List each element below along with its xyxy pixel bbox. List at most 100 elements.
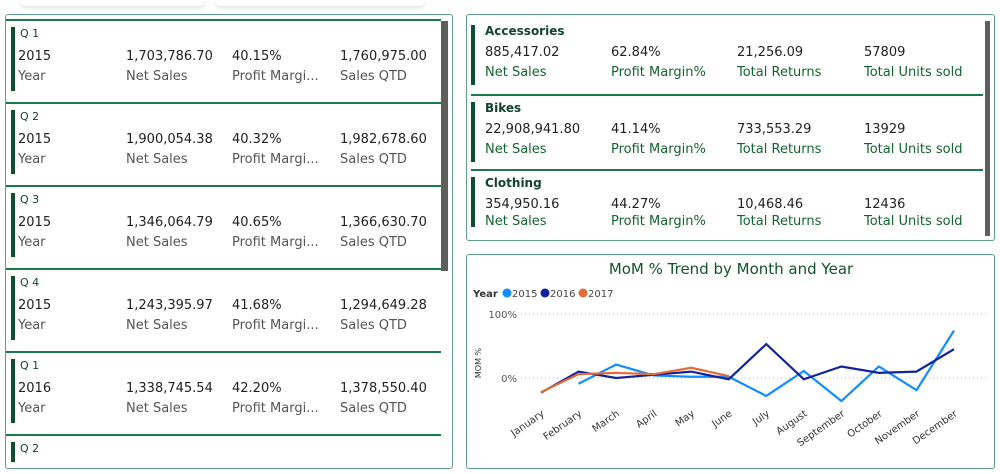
- year-value: 2015: [18, 132, 52, 147]
- quarter-title: Q 1: [20, 27, 40, 40]
- year-label: Year: [18, 152, 46, 167]
- sales-qtd-label: Sales QTD: [340, 401, 407, 416]
- accent-bar: [11, 27, 15, 91]
- year-value: 2015: [18, 298, 52, 313]
- total-returns-label: Total Returns: [737, 65, 822, 80]
- profit-margin-label: Profit Margi...: [232, 152, 319, 167]
- quarter-title: Q 2: [20, 110, 40, 123]
- year-value: 2015: [18, 49, 52, 64]
- accent-bar: [11, 276, 15, 340]
- sales-qtd-value: 1,366,630.70: [340, 215, 427, 230]
- mom-trend-chart: MoM % Trend by Month and Year Year 2015 201…: [466, 254, 995, 469]
- category-cards-panel: Accessories 885,417.02 Net Sales 62.84% Pr…: [466, 14, 995, 241]
- x-tick-label: July: [750, 408, 772, 428]
- net-sales-value: 1,900,054.38: [126, 132, 213, 147]
- accent-bar: [11, 442, 15, 462]
- sales-qtd-value: 1,378,550.40: [340, 381, 427, 396]
- units-value: 13929: [864, 122, 906, 137]
- profit-margin-label: Profit Margin%: [611, 142, 706, 157]
- category-card[interactable]: Clothing 354,950.16 Net Sales 44.27% Profi…: [471, 169, 983, 229]
- legend-marker[interactable]: [502, 288, 512, 298]
- quarter-title: Q 4: [20, 276, 40, 289]
- net-sales-value: 1,243,395.97: [126, 298, 213, 313]
- legend-label[interactable]: 2016: [550, 289, 575, 300]
- category-title: Accessories: [485, 24, 565, 38]
- category-title: Clothing: [485, 176, 542, 190]
- scrollbar[interactable]: [441, 21, 448, 271]
- units-label: Total Units sold: [864, 65, 963, 80]
- profit-margin-value: 41.14%: [611, 122, 661, 137]
- sales-qtd-label: Sales QTD: [340, 152, 407, 167]
- net-sales-label: Net Sales: [126, 235, 188, 250]
- sales-qtd-value: 1,294,649.28: [340, 298, 427, 313]
- series-line-2016[interactable]: [540, 342, 955, 394]
- quarter-card[interactable]: Q 2 2015 Year 1,900,054.38 Net Sales 40.32%…: [6, 102, 441, 185]
- profit-margin-label: Profit Margi...: [232, 401, 319, 416]
- quarter-card[interactable]: Q 1 2015 Year 1,703,786.70 Net Sales 40.15%…: [6, 19, 441, 102]
- profit-margin-label: Profit Margi...: [232, 235, 319, 250]
- y-tick-label: 0%: [501, 374, 517, 385]
- profit-margin-label: Profit Margi...: [232, 318, 319, 333]
- net-sales-value: 22,908,941.80: [485, 122, 581, 137]
- accent-bar: [11, 193, 15, 257]
- y-tick-label: 100%: [488, 310, 517, 321]
- total-returns-value: 10,468.46: [737, 197, 804, 212]
- year-label: Year: [18, 318, 46, 333]
- accent-bar: [471, 102, 475, 162]
- profit-margin-value: 40.65%: [232, 215, 282, 230]
- profit-margin-label: Profit Margin%: [611, 214, 706, 229]
- year-value: 2015: [18, 215, 52, 230]
- x-tick-label: April: [634, 408, 659, 430]
- quarter-card[interactable]: Q 1 2016 Year 1,338,745.54 Net Sales 42.20%…: [6, 351, 441, 434]
- total-returns-value: 733,553.29: [737, 122, 812, 137]
- legend-marker[interactable]: [540, 288, 550, 298]
- net-sales-value: 1,346,064.79: [126, 215, 213, 230]
- accent-bar: [471, 177, 475, 227]
- profit-margin-value: 40.15%: [232, 49, 282, 64]
- category-title: Bikes: [485, 101, 522, 115]
- year-label: Year: [18, 401, 46, 416]
- category-card[interactable]: Accessories 885,417.02 Net Sales 62.84% Pr…: [471, 19, 983, 91]
- category-card[interactable]: Bikes 22,908,941.80 Net Sales 41.14% Profi…: [471, 94, 983, 166]
- total-returns-label: Total Returns: [737, 142, 822, 157]
- units-value: 57809: [864, 45, 906, 60]
- sales-qtd-label: Sales QTD: [340, 318, 407, 333]
- x-tick-label: March: [591, 408, 622, 434]
- net-sales-value: 885,417.02: [485, 45, 560, 60]
- legend-marker[interactable]: [578, 288, 588, 298]
- accent-bar: [11, 110, 15, 174]
- profit-margin-value: 42.20%: [232, 381, 282, 396]
- profit-margin-label: Profit Margi...: [232, 69, 319, 84]
- profit-margin-value: 41.68%: [232, 298, 282, 313]
- net-sales-label: Net Sales: [126, 401, 188, 416]
- quarter-title: Q 3: [20, 193, 40, 206]
- quarter-card[interactable]: Q 3 2015 Year 1,346,064.79 Net Sales 40.65%…: [6, 185, 441, 268]
- scrollbar[interactable]: [985, 21, 990, 236]
- quarter-title: Q 1: [20, 359, 40, 372]
- series-line-2015[interactable]: [578, 330, 955, 403]
- units-label: Total Units sold: [864, 142, 963, 157]
- top-visual-edge: [215, 0, 425, 6]
- quarter-card[interactable]: Q 4 2015 Year 1,243,395.97 Net Sales 41.68%…: [6, 268, 441, 351]
- quarter-title: Q 2: [20, 442, 40, 455]
- series-line-2017[interactable]: [540, 366, 729, 394]
- net-sales-label: Net Sales: [485, 214, 547, 229]
- year-label: Year: [18, 235, 46, 250]
- profit-margin-value: 44.27%: [611, 197, 661, 212]
- profit-margin-value: 40.32%: [232, 132, 282, 147]
- units-label: Total Units sold: [864, 214, 963, 229]
- sales-qtd-label: Sales QTD: [340, 69, 407, 84]
- x-tick-label: January: [509, 408, 547, 439]
- legend-label[interactable]: 2017: [588, 289, 613, 300]
- profit-margin-label: Profit Margin%: [611, 65, 706, 80]
- net-sales-label: Net Sales: [126, 318, 188, 333]
- sales-qtd-value: 1,982,678.60: [340, 132, 427, 147]
- quarter-cards-panel: Q 1 2015 Year 1,703,786.70 Net Sales 40.15%…: [5, 14, 453, 469]
- year-label: Year: [18, 69, 46, 84]
- quarter-card[interactable]: Q 2: [6, 434, 441, 464]
- top-visual-edge: [20, 0, 205, 6]
- legend-label[interactable]: 2015: [512, 289, 537, 300]
- net-sales-label: Net Sales: [485, 142, 547, 157]
- chart-title: MoM % Trend by Month and Year: [609, 260, 854, 278]
- accent-bar: [11, 359, 15, 423]
